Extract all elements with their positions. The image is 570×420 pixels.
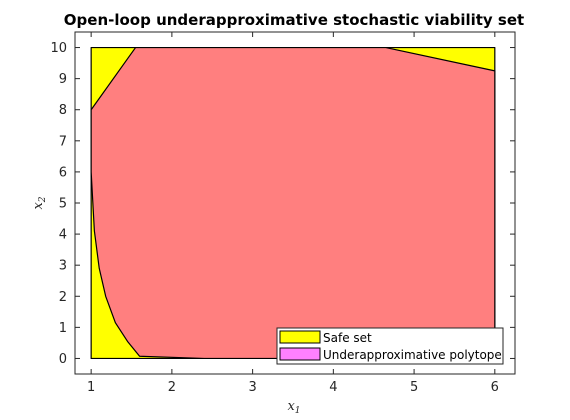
y-tick-labels: 0 1 2 3 4 5 6 7 8 9 10 [50,41,67,367]
axes-box [74,31,516,375]
y-tick-label: 9 [59,72,67,87]
series-layer [90,46,496,360]
x-tick-labels: 1 2 3 4 5 6 [87,380,499,395]
x-tick-label: 6 [491,380,499,395]
y-tick-label: 2 [59,290,67,305]
x-tick-label: 5 [410,380,418,395]
y-tick-label: 3 [59,259,67,274]
y-tick-label: 0 [59,352,67,367]
legend-label-safe-set: Safe set [323,331,372,345]
x-tick-label: 1 [87,380,95,395]
chart-title: Open-loop underapproximative stochastic … [64,11,524,29]
y-axis-label: x2 [31,196,48,209]
y-tick-label: 4 [59,228,67,243]
y-tick-label: 8 [59,103,67,118]
y-tick-label: 6 [59,165,67,180]
x-axis-label: x1 [287,399,300,416]
legend: Safe set Underapproximative polytope [276,327,504,365]
y-tick-label: 7 [59,134,67,149]
legend-swatch-safe-set [279,330,321,344]
y-tick-label: 10 [50,41,67,56]
plot-area [74,31,516,375]
series-underapproximative-polytope-polygon [90,46,496,360]
x-tick-label: 3 [248,380,256,395]
y-tick-label: 1 [59,321,67,336]
legend-swatch-underapproximative-polytope [279,347,321,361]
legend-label-underapproximative-polytope: Underapproximative polytope [323,348,502,362]
x-tick-label: 2 [168,380,176,395]
y-tick-label: 5 [59,197,67,212]
x-tick-label: 4 [329,380,337,395]
tick-marks [75,32,515,374]
